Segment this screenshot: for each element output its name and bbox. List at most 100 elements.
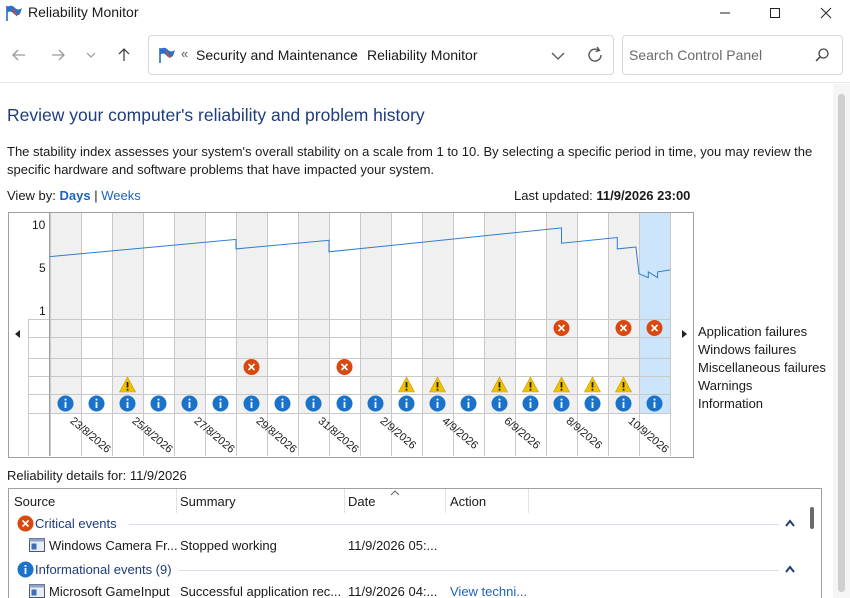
reliability-chart-svg[interactable]: 23/8/2026 25/8/2026 27/8/2026 29/8/2026 31/8… <box>9 213 693 457</box>
page-scrollbar[interactable] <box>833 84 850 598</box>
x-tick-label: 4/9/2026 <box>440 415 481 452</box>
info-icon-dot <box>653 398 656 401</box>
info-icon-mark <box>312 402 315 408</box>
selected-day-column[interactable] <box>639 213 670 413</box>
x-tick-label: 29/8/2026 <box>254 415 299 456</box>
column-divider[interactable] <box>445 489 446 513</box>
forward-button[interactable] <box>45 42 71 68</box>
breadcrumb-security-and-maintenance[interactable]: Security and Maintenance <box>196 47 358 63</box>
recent-locations-button[interactable] <box>78 42 104 68</box>
day-column[interactable] <box>205 213 236 413</box>
search-icon[interactable] <box>814 47 830 63</box>
view-days-link[interactable]: Days <box>59 188 91 203</box>
column-divider[interactable] <box>528 489 529 513</box>
group-critical-events[interactable]: Critical events <box>9 514 804 534</box>
column-divider[interactable] <box>344 489 345 513</box>
reliability-chart[interactable]: 23/8/2026 25/8/2026 27/8/2026 29/8/2026 31/8… <box>8 212 694 458</box>
arrow-left-icon <box>12 49 25 61</box>
column-header-action[interactable]: Action <box>450 494 487 509</box>
info-icon-mark <box>250 402 253 408</box>
cell-date: 11/9/2026 05:... <box>348 538 438 553</box>
warning-icon-dot <box>529 388 532 391</box>
details-scrollbar-thumb[interactable] <box>810 507 814 529</box>
address-bar[interactable]: « Security and Maintenance › Reliability… <box>148 35 614 75</box>
warning-icon-mark <box>405 382 408 388</box>
view-technical-details-link[interactable]: View techni... <box>450 584 528 598</box>
view-separator: | <box>94 188 98 203</box>
breadcrumb-reliability-monitor[interactable]: Reliability Monitor <box>367 47 478 63</box>
info-icon-dot <box>436 398 439 401</box>
view-by: View by: Days | Weeks <box>7 188 141 203</box>
scroll-left-arrow-icon[interactable] <box>13 329 23 339</box>
application-window-icon <box>29 584 45 598</box>
day-column[interactable] <box>298 213 329 413</box>
day-column[interactable] <box>143 213 174 413</box>
cell-source: Windows Camera Fr... <box>49 538 177 553</box>
column-header-source[interactable]: Source <box>14 494 56 509</box>
content-divider <box>0 82 850 83</box>
column-divider[interactable] <box>176 489 177 513</box>
table-row[interactable]: Windows Camera Fr... Stopped working 11/… <box>9 536 804 556</box>
up-button[interactable] <box>111 42 137 68</box>
day-column[interactable] <box>329 213 360 413</box>
info-icon-mark <box>560 402 563 408</box>
error-icon-cross <box>340 363 349 371</box>
table-row[interactable]: Microsoft GameInput Successful applicati… <box>9 582 804 598</box>
day-column[interactable] <box>174 213 205 413</box>
close-button[interactable] <box>803 0 849 26</box>
search-box[interactable] <box>622 35 843 75</box>
y-tick-label: 10 <box>32 218 46 232</box>
maximize-button[interactable] <box>752 0 798 26</box>
application-window-icon <box>29 538 45 552</box>
group-divider <box>179 570 779 571</box>
back-button[interactable] <box>6 42 32 68</box>
day-column[interactable] <box>81 213 112 413</box>
chevron-down-icon <box>86 52 96 58</box>
day-column[interactable] <box>453 213 484 413</box>
info-icon-dot <box>591 398 594 401</box>
close-icon <box>820 7 832 19</box>
info-icon-mark <box>622 402 625 408</box>
y-tick-label: 5 <box>39 261 46 275</box>
chevron-down-icon[interactable] <box>549 47 567 65</box>
scroll-right-arrow-icon[interactable] <box>679 329 689 339</box>
breadcrumb-overflow[interactable]: « <box>181 46 189 61</box>
error-icon-cross <box>247 363 256 371</box>
breadcrumb-separator[interactable]: › <box>352 46 357 61</box>
group-informational-events[interactable]: Informational events (9) <box>9 560 804 580</box>
details-table: Source Summary Date Action Critical even… <box>8 488 822 598</box>
info-icon-mark <box>529 402 532 408</box>
group-divider <box>129 524 779 525</box>
search-input[interactable] <box>629 45 809 65</box>
chevron-up-icon[interactable] <box>785 565 795 573</box>
error-icon <box>17 515 34 532</box>
day-column[interactable] <box>267 213 298 413</box>
maximize-icon <box>770 8 780 18</box>
info-icon-dot <box>467 398 470 401</box>
info-icon-mark <box>343 402 346 408</box>
column-header-date[interactable]: Date <box>348 494 376 509</box>
column-header-summary[interactable]: Summary <box>180 494 236 509</box>
info-icon-mark <box>126 402 129 408</box>
page-scrollbar-thumb[interactable] <box>838 94 845 592</box>
error-icon-cross <box>619 324 628 332</box>
last-updated-label: Last updated: <box>514 188 593 203</box>
info-icon-mark <box>64 402 67 408</box>
x-tick-label: 31/8/2026 <box>316 415 361 456</box>
view-by-label: View by: <box>7 188 56 203</box>
refresh-icon[interactable] <box>585 45 605 65</box>
day-column[interactable] <box>360 213 391 413</box>
info-icon-dot <box>250 398 253 401</box>
warning-icon-mark <box>436 382 439 388</box>
info-icon-mark <box>591 402 594 408</box>
minimize-icon <box>720 12 730 14</box>
view-weeks-link[interactable]: Weeks <box>101 188 141 203</box>
x-tick-label: 10/9/2026 <box>626 415 671 456</box>
details-title: Reliability details for: 11/9/2026 <box>7 468 187 483</box>
day-column[interactable] <box>236 213 267 413</box>
chevron-up-icon[interactable] <box>785 519 795 527</box>
navigation-bar <box>0 34 850 76</box>
day-column[interactable] <box>50 213 81 413</box>
page-title: Review your computer's reliability and p… <box>7 105 425 125</box>
minimize-button[interactable] <box>702 0 748 26</box>
